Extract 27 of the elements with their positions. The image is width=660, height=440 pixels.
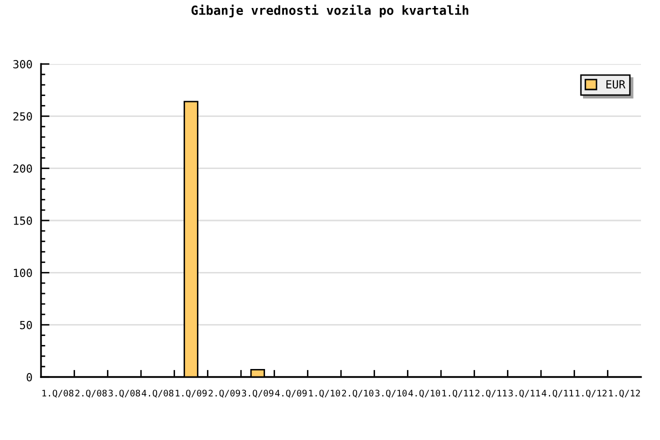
x-tick-label: 1.Q/08 <box>42 390 74 398</box>
y-tick-label: 0 <box>26 373 32 382</box>
x-tick-label: 3.Q/08 <box>108 390 140 398</box>
x-tick-label: 2.Q/10 <box>342 390 374 398</box>
y-tick-label: 300 <box>13 60 32 68</box>
x-tick-label: 4.Q/09 <box>275 390 307 398</box>
x-tick-label: 1.Q/11 <box>442 390 474 398</box>
x-tick-label: 4.Q/10 <box>408 390 440 398</box>
legend-label: EUR <box>606 80 626 88</box>
y-tick-label: 250 <box>13 112 32 121</box>
y-tick-label: 150 <box>14 216 32 225</box>
x-tick-label: 1.Q/12 <box>576 390 607 398</box>
x-tick-label: 4.Q/08 <box>142 390 174 398</box>
y-tick-label: 200 <box>13 164 32 173</box>
x-tick-label: 4.Q/11 <box>542 390 574 398</box>
x-tick-label: 3.Q/10 <box>375 390 407 398</box>
x-tick-label: 3.Q/09 <box>242 390 274 398</box>
x-tick-label: 1.Q/12 <box>609 390 640 398</box>
x-tick-label: 3.Q/11 <box>508 390 540 398</box>
x-tick-label: 1.Q/09 <box>176 390 207 398</box>
chart-title: Gibanje vrednosti vozila po kvartalih <box>191 4 468 18</box>
y-tick-label: 50 <box>20 320 32 330</box>
x-tick-label: 2.Q/08 <box>75 390 107 398</box>
y-tick-label: 100 <box>14 268 32 278</box>
x-tick-label: 2.Q/11 <box>475 390 507 398</box>
x-tick-label: 2.Q/09 <box>208 390 240 398</box>
x-tick-label: 1.Q/10 <box>309 390 340 398</box>
